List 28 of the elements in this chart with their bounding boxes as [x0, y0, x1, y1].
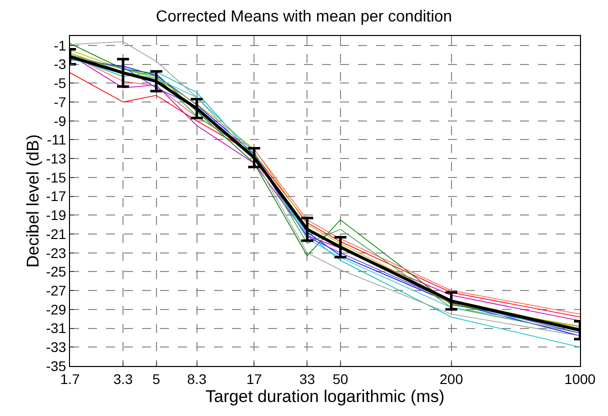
y-axis-title: Decibel level (dB) [24, 134, 43, 268]
x-tick-label: 17 [246, 370, 262, 387]
x-tick-label: 200 [440, 370, 464, 387]
y-tick-label: -11 [46, 132, 66, 148]
y-tick-label: -3 [54, 56, 66, 72]
y-tick-label: -5 [54, 75, 66, 92]
y-tick-label: -17 [46, 188, 66, 204]
x-tick-label: 3.3 [113, 370, 133, 387]
y-tick-label: -31 [46, 320, 66, 336]
x-tick-label: 33 [299, 370, 316, 387]
y-tick-label: -13 [46, 150, 66, 166]
y-tick-label: -1 [54, 37, 66, 54]
y-tick-label: -23 [46, 244, 66, 261]
x-tick-label: 50 [332, 370, 348, 387]
chart-title: Corrected Means with mean per condition [156, 8, 452, 26]
y-tick-label: -21 [46, 226, 66, 242]
y-tick-label: -19 [46, 207, 66, 224]
x-tick-label: 8.3 [187, 370, 207, 387]
y-tick-label: -9 [54, 112, 66, 129]
y-tick-label: -33 [46, 339, 66, 356]
y-tick-label: -25 [46, 264, 66, 280]
y-tick-label: -15 [46, 169, 66, 186]
y-tick-label: -27 [46, 282, 66, 298]
x-axis-title: Target duration logarithmic (ms) [205, 386, 445, 406]
y-tick-label: -7 [54, 94, 66, 110]
x-tick-label: 5 [152, 370, 160, 387]
x-tick-label: 1000 [564, 370, 596, 387]
y-tick-label: -29 [46, 301, 66, 318]
